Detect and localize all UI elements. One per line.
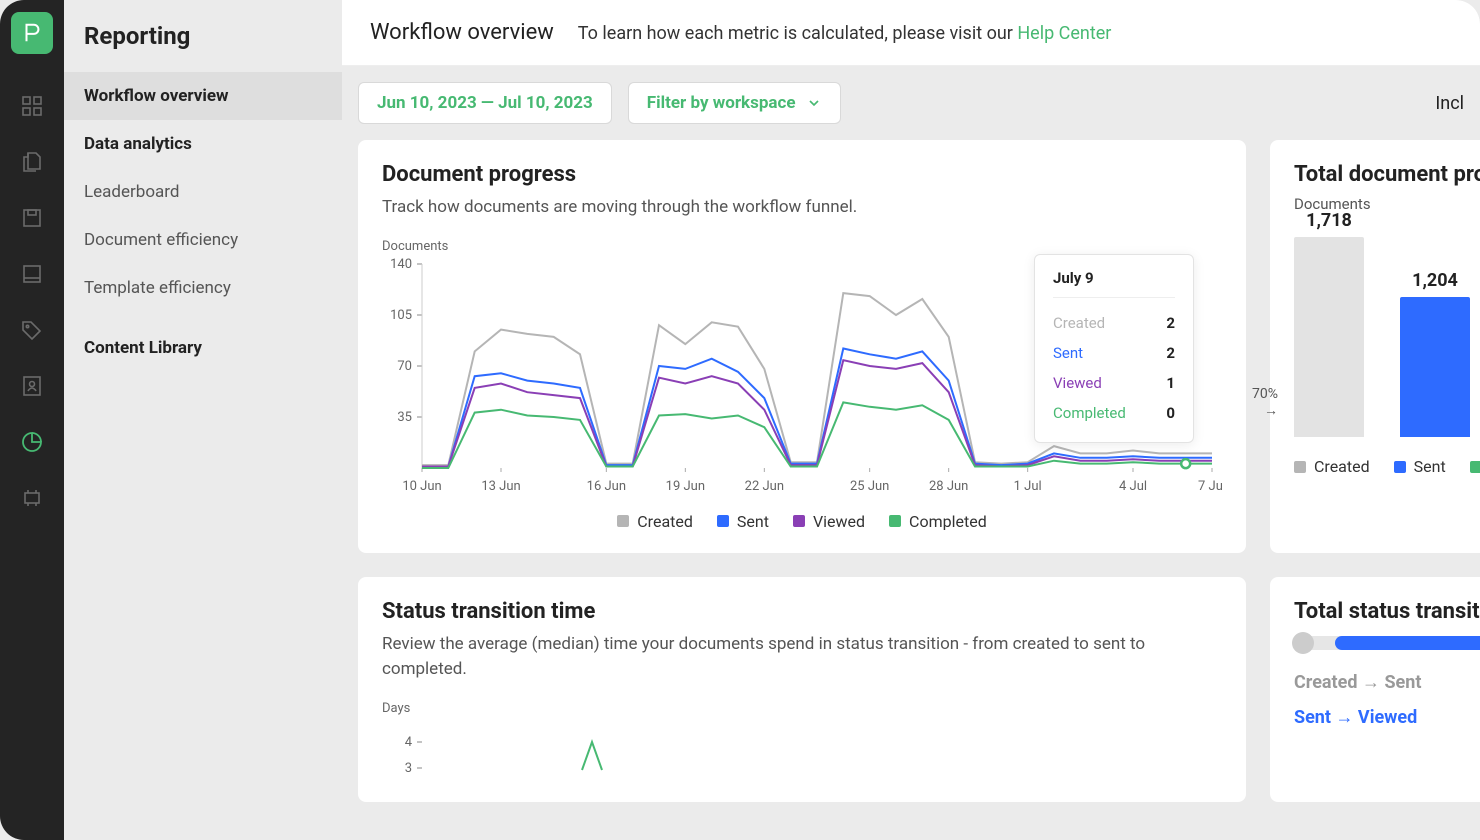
nav-dashboard-icon[interactable] xyxy=(12,86,52,126)
doc-progress-title: Document progress xyxy=(382,162,1222,187)
topbar: Workflow overview To learn how each metr… xyxy=(342,0,1480,66)
sidebar-item-2[interactable]: Leaderboard xyxy=(64,168,342,216)
nav-contacts-icon[interactable] xyxy=(12,366,52,406)
total-progress-legend: Created Sent Completed xyxy=(1294,457,1480,476)
status-bar-fill xyxy=(1335,636,1480,650)
legend-item: Created xyxy=(617,512,693,531)
nav-documents-icon[interactable] xyxy=(12,142,52,182)
page-title: Workflow overview xyxy=(370,20,554,45)
nav-reporting-icon[interactable] xyxy=(12,422,52,462)
help-center-link[interactable]: Help Center xyxy=(1017,23,1111,44)
status-transition-title: Status transition time xyxy=(382,599,1222,624)
svg-text:10 Jun: 10 Jun xyxy=(402,479,441,494)
legend-item: Sent xyxy=(717,512,769,531)
status-bar-track xyxy=(1294,636,1480,650)
page-subtitle-text: To learn how each metric is calculated, … xyxy=(578,23,1018,44)
bar-col-0: 1,71870%→ xyxy=(1294,210,1364,437)
sidebar-item-4[interactable]: Template efficiency xyxy=(64,264,342,312)
legend-item: Sent xyxy=(1394,457,1446,476)
filter-bar: Jun 10, 2023 — Jul 10, 2023 Filter by wo… xyxy=(342,66,1480,140)
nav-rail xyxy=(0,0,64,840)
status-transition-axis-label: Days xyxy=(382,701,1222,716)
svg-text:1 Jul: 1 Jul xyxy=(1014,479,1042,494)
main-content: Workflow overview To learn how each metr… xyxy=(342,0,1480,840)
legend-item: Viewed xyxy=(793,512,865,531)
status-transition-subtitle: Review the average (median) time your do… xyxy=(382,632,1222,683)
nav-library-icon[interactable] xyxy=(12,254,52,294)
status-transition-panel: Status transition time Review the averag… xyxy=(358,577,1246,802)
legend-item: Completed xyxy=(1470,457,1480,476)
status-transition-row: Sent → Viewed xyxy=(1294,707,1480,728)
status-transition-row: Created → Sent xyxy=(1294,672,1480,693)
content-row-1: Document progress Track how documents ar… xyxy=(342,140,1480,553)
tooltip-row: Sent2 xyxy=(1053,338,1175,368)
chevron-down-icon xyxy=(806,95,822,111)
tooltip-row: Viewed1 xyxy=(1053,368,1175,398)
svg-text:19 Jun: 19 Jun xyxy=(666,479,705,494)
sidebar-item-3[interactable]: Document efficiency xyxy=(64,216,342,264)
svg-text:13 Jun: 13 Jun xyxy=(481,479,520,494)
nav-templates-icon[interactable] xyxy=(12,198,52,238)
workspace-filter-label: Filter by workspace xyxy=(647,93,796,113)
tooltip-row: Created2 xyxy=(1053,308,1175,338)
svg-text:16 Jun: 16 Jun xyxy=(587,479,626,494)
svg-text:7 Jul: 7 Jul xyxy=(1198,479,1222,494)
svg-text:25 Jun: 25 Jun xyxy=(850,479,889,494)
date-range-label: Jun 10, 2023 — Jul 10, 2023 xyxy=(377,93,593,113)
svg-text:140: 140 xyxy=(390,258,412,272)
date-range-filter[interactable]: Jun 10, 2023 — Jul 10, 2023 xyxy=(358,82,612,124)
sidebar: Reporting Workflow overviewData analytic… xyxy=(64,0,342,840)
svg-text:22 Jun: 22 Jun xyxy=(745,479,784,494)
total-progress-title: Total document progress xyxy=(1294,162,1480,187)
status-transition-svg: 34 xyxy=(382,720,1222,780)
svg-text:4: 4 xyxy=(405,735,413,750)
svg-text:3: 3 xyxy=(405,761,412,776)
bar-col-1: 1,2048 xyxy=(1400,270,1470,437)
total-status-panel: Total status transition Created → Sent Se… xyxy=(1270,577,1480,802)
sidebar-item-5[interactable]: Content Library xyxy=(64,324,342,372)
svg-text:70: 70 xyxy=(397,359,412,374)
filter-right-text: Incl xyxy=(1435,93,1464,114)
document-progress-panel: Document progress Track how documents ar… xyxy=(358,140,1246,553)
workspace-filter[interactable]: Filter by workspace xyxy=(628,82,841,124)
tooltip-date: July 9 xyxy=(1053,269,1175,298)
svg-text:105: 105 xyxy=(390,308,412,323)
svg-text:28 Jun: 28 Jun xyxy=(929,479,968,494)
doc-progress-axis-label: Documents xyxy=(382,239,1222,254)
tooltip-row: Completed0 xyxy=(1053,398,1175,428)
total-status-title: Total status transition xyxy=(1294,599,1480,624)
total-progress-bars: 1,71870%→1,2048 xyxy=(1294,227,1480,437)
content-row-2: Status transition time Review the averag… xyxy=(342,577,1480,802)
app-logo[interactable] xyxy=(11,12,53,54)
sidebar-title: Reporting xyxy=(64,22,342,72)
legend-item: Created xyxy=(1294,457,1370,476)
app-root: Reporting Workflow overviewData analytic… xyxy=(0,0,1480,840)
total-progress-panel: Total document progress Documents 1,7187… xyxy=(1270,140,1480,553)
page-subtitle: To learn how each metric is calculated, … xyxy=(578,23,1112,44)
doc-progress-legend: Created Sent Viewed Completed xyxy=(382,512,1222,531)
svg-text:35: 35 xyxy=(397,410,412,425)
doc-progress-chart: 35 70 105 140 10 Jun 13 Jun 16 Jun 19 Jun 22 Jun… xyxy=(382,258,1222,498)
nav-forms-icon[interactable] xyxy=(12,478,52,518)
sidebar-item-1[interactable]: Data analytics xyxy=(64,120,342,168)
sidebar-item-0[interactable]: Workflow overview xyxy=(64,72,342,120)
nav-catalog-icon[interactable] xyxy=(12,310,52,350)
legend-item: Completed xyxy=(889,512,987,531)
svg-text:4 Jul: 4 Jul xyxy=(1119,479,1147,494)
chart-tooltip: July 9 Created2Sent2Viewed1Completed0 xyxy=(1034,254,1194,443)
doc-progress-subtitle: Track how documents are moving through t… xyxy=(382,195,1222,221)
status-bar-knob xyxy=(1292,632,1314,654)
